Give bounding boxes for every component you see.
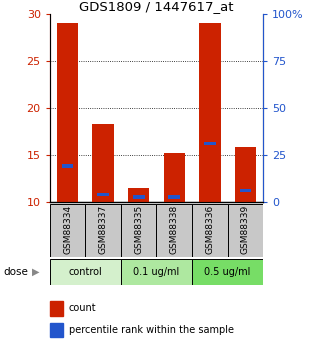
Text: count: count	[69, 303, 97, 313]
Bar	[204, 142, 216, 145]
Bar	[235, 147, 256, 202]
Bar	[164, 153, 185, 202]
Text: control: control	[68, 267, 102, 277]
Text: ▶: ▶	[32, 267, 39, 277]
Bar	[85, 204, 121, 257]
Title: GDS1809 / 1447617_at: GDS1809 / 1447617_at	[79, 0, 234, 13]
Text: GSM88335: GSM88335	[134, 205, 143, 254]
Text: 0.1 ug/ml: 0.1 ug/ml	[133, 267, 180, 277]
Bar	[128, 188, 149, 202]
Text: dose: dose	[3, 267, 28, 277]
Bar	[199, 23, 221, 202]
Bar	[50, 323, 63, 337]
Text: GSM88338: GSM88338	[170, 205, 179, 254]
Bar	[192, 204, 228, 257]
Bar	[97, 193, 109, 196]
Bar	[121, 259, 192, 285]
Bar	[239, 189, 251, 192]
Text: GSM88337: GSM88337	[99, 205, 108, 254]
Bar	[50, 204, 85, 257]
Bar	[228, 204, 263, 257]
Text: GSM88339: GSM88339	[241, 205, 250, 254]
Bar	[92, 124, 114, 202]
Bar	[133, 196, 144, 199]
Text: percentile rank within the sample: percentile rank within the sample	[69, 325, 234, 335]
Bar	[62, 165, 74, 168]
Bar	[192, 259, 263, 285]
Text: GSM88336: GSM88336	[205, 205, 214, 254]
Bar	[156, 204, 192, 257]
Text: 0.5 ug/ml: 0.5 ug/ml	[204, 267, 251, 277]
Bar	[169, 196, 180, 199]
Bar	[121, 204, 156, 257]
Bar	[50, 301, 63, 316]
Bar	[57, 23, 78, 202]
Text: GSM88334: GSM88334	[63, 205, 72, 254]
Bar	[50, 259, 121, 285]
